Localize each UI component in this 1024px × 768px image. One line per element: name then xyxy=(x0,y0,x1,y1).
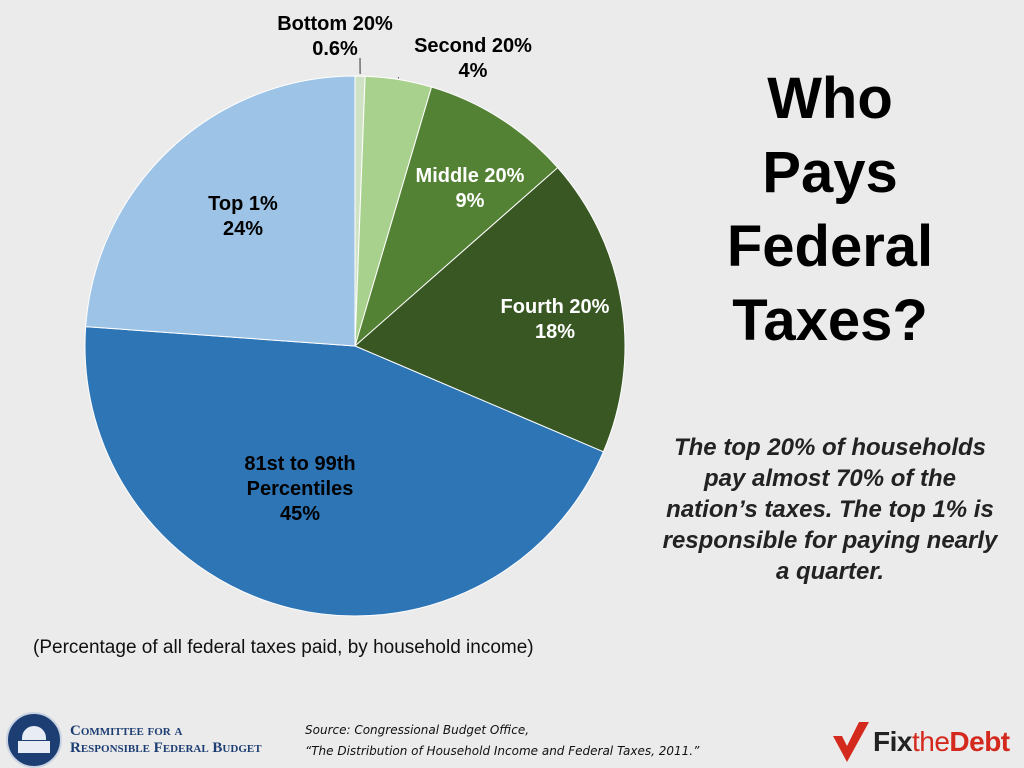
title-line-3: Federal xyxy=(726,214,934,279)
org-name-line-2: Responsible Federal Budget xyxy=(70,740,262,756)
slice-label: 81st to 99th Percentiles 45% xyxy=(244,453,355,525)
fix-the-debt-logo: FixtheDebt xyxy=(833,722,1010,762)
callout-text: The top 20% of households pay almost 70%… xyxy=(662,434,998,585)
slice-label: Fourth 20% 18% xyxy=(501,296,610,343)
page-title: Who Pays Federal Taxes? xyxy=(700,62,960,358)
source-line-2: “The Distribution of Household Income an… xyxy=(305,744,700,758)
slice-label: Second 20% 4% xyxy=(414,35,532,82)
title-line-1: Who xyxy=(767,66,893,131)
capitol-seal-icon xyxy=(6,712,62,768)
source-line-1: Source: Congressional Budget Office, xyxy=(305,723,530,737)
source-citation: Source: Congressional Budget Office, “Th… xyxy=(305,720,699,762)
org-name: Committee for a Responsible Federal Budg… xyxy=(70,723,262,757)
slice-label: Middle 20% 9% xyxy=(416,165,525,212)
pie-slice-81st-to-99th-percentiles xyxy=(84,326,605,617)
chart-note: (Percentage of all federal taxes paid, b… xyxy=(33,637,534,658)
brand-the: the xyxy=(911,726,950,757)
brand-debt: Debt xyxy=(949,726,1010,757)
pie-slice-fourth-20- xyxy=(354,166,626,453)
brand-wordmark: FixtheDebt xyxy=(873,726,1010,758)
slice-label: Top 1% 24% xyxy=(208,193,278,240)
org-name-line-1: Committee for a xyxy=(70,723,183,739)
crfb-logo: Committee for a Responsible Federal Budg… xyxy=(6,712,262,768)
title-line-2: Pays xyxy=(762,140,898,205)
brand-fix: Fix xyxy=(873,726,912,757)
slice-label: Bottom 20% 0.6% xyxy=(277,13,393,60)
pie-slice-top-1- xyxy=(85,75,356,347)
pie-slice-middle-20- xyxy=(354,86,559,348)
title-line-4: Taxes? xyxy=(732,288,928,353)
check-mark-icon xyxy=(833,722,869,762)
